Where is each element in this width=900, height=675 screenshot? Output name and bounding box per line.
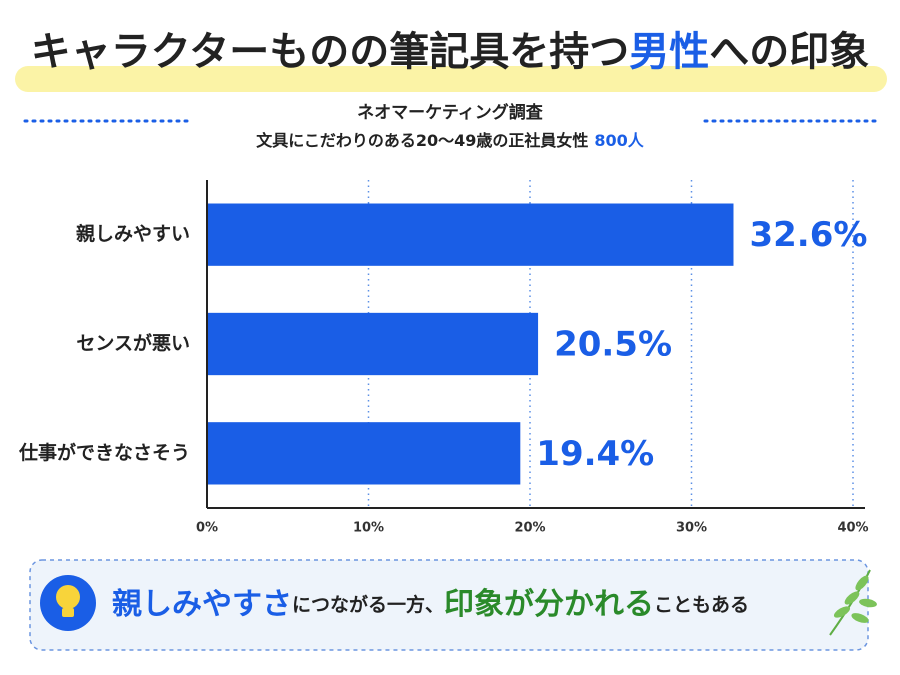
title-part: 男性	[629, 29, 709, 75]
bulb-icon	[56, 585, 80, 609]
value-label: 20.5%	[554, 325, 672, 365]
callout-part: 親しみやすさ	[112, 587, 292, 622]
callout-part: につながる一方、	[292, 593, 444, 616]
leaves	[833, 575, 877, 623]
bar	[207, 422, 521, 485]
x-tick-label: 20%	[514, 521, 545, 536]
title-highlight	[15, 66, 887, 92]
x-tick-label: 40%	[837, 521, 868, 536]
sample-note: 文具にこだわりのある20〜49歳の正社員女性 800人	[256, 131, 645, 150]
bar	[207, 203, 734, 266]
title-part: への印象	[709, 29, 869, 75]
value-label: 19.4%	[536, 434, 654, 474]
plot-area: 0% 10% 20% 30% 40% 親しみやすい 32.6% センスが悪い 20.5% 仕事がで…	[18, 180, 869, 536]
sample-part: 文具にこだわりのある20〜49歳の正社員女性	[256, 131, 588, 150]
subtitle: ネオマーケティング調査	[357, 102, 544, 123]
bulb-base	[62, 608, 74, 617]
x-tick-label: 10%	[353, 521, 384, 536]
category-label: センスが悪い	[76, 332, 190, 355]
callout-part: 印象が分かれる	[444, 587, 654, 622]
category-label: 仕事ができなさそう	[18, 441, 190, 464]
title-part: キャラクターものの筆記具を持つ	[31, 29, 629, 75]
bar	[207, 312, 539, 376]
callout-part: こともある	[654, 594, 749, 616]
callout-text: 親しみやすさにつながる一方、印象が分かれることもある	[112, 587, 749, 622]
x-tick-label: 30%	[676, 521, 707, 536]
chart-title: キャラクターものの筆記具を持つ男性への印象	[31, 29, 869, 75]
sample-part: 800人	[594, 131, 644, 150]
category-label: 親しみやすい	[76, 222, 190, 245]
x-tick-label: 0%	[196, 521, 218, 536]
value-label: 32.6%	[749, 215, 867, 255]
